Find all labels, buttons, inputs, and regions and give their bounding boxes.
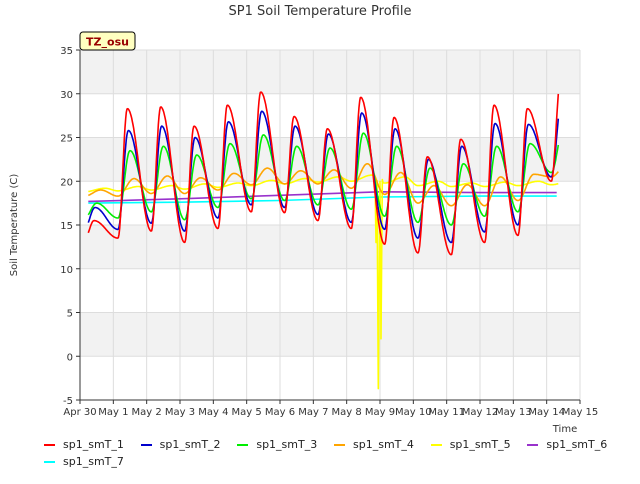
legend-label: sp1_smT_3: [256, 438, 318, 451]
legend-item-sp1_smT_5: sp1_smT_5: [430, 438, 528, 451]
background-band: [80, 50, 580, 94]
legend-swatch: [44, 460, 55, 463]
legend-label: sp1_smT_6: [546, 438, 608, 451]
x-tick-label: May 13: [495, 407, 532, 418]
background-band: [80, 312, 580, 357]
legend-item-sp1_smT_2: sp1_smT_2: [140, 438, 238, 451]
legend-row: sp1_smT_7: [44, 453, 624, 470]
x-tick-label: May 12: [462, 407, 499, 418]
legend-swatch: [237, 443, 249, 446]
x-tick-label: May 2: [132, 407, 162, 418]
x-tick-label: May 14: [528, 407, 565, 418]
y-axis-label: Soil Temperature (C): [9, 174, 20, 277]
legend-item-sp1_smT_7: sp1_smT_7: [44, 455, 147, 468]
y-tick-label: -5: [63, 396, 73, 407]
x-tick-label: May 4: [198, 407, 228, 418]
x-tick-label: May 1: [98, 407, 128, 418]
legend-swatch: [527, 443, 539, 446]
x-tick-label: May 5: [232, 407, 262, 418]
y-tick-label: 5: [67, 309, 73, 320]
y-tick-label: 30: [60, 90, 73, 101]
background-band: [80, 225, 580, 269]
series-line-sp1_smT_1: [87, 91, 560, 256]
legend-item-sp1_smT_4: sp1_smT_4: [334, 438, 431, 451]
x-tick-label: May 11: [428, 407, 465, 418]
site-label-box: TZ_osu: [79, 31, 136, 51]
chart-title: SP1 Soil Temperature Profile: [229, 4, 412, 19]
legend-label: sp1_smT_1: [63, 438, 124, 451]
x-tick-label: May 9: [365, 407, 395, 418]
x-tick-label: May 10: [395, 407, 432, 418]
y-tick-label: 35: [60, 46, 73, 57]
x-tick-label: May 7: [298, 407, 328, 418]
series-line-sp1_smT_7: [88, 195, 557, 204]
y-tick-label: 10: [60, 265, 73, 276]
legend-item-sp1_smT_1: sp1_smT_1: [44, 438, 141, 451]
legend-label: sp1_smT_2: [159, 438, 221, 451]
site-label: TZ_osu: [86, 36, 129, 49]
legend-label: sp1_smT_4: [353, 438, 414, 451]
x-tick-label: May 15: [562, 407, 599, 418]
y-tick-label: 0: [67, 352, 73, 363]
y-tick-label: 20: [60, 177, 73, 188]
legend-swatch: [44, 443, 55, 446]
x-tick-label: May 8: [332, 407, 362, 418]
legend-label: sp1_smT_5: [449, 438, 511, 451]
legend: sp1_smT_1 sp1_smT_2 sp1_smT_3 sp1_smT_4 sp1_…: [44, 436, 624, 470]
legend-item-sp1_smT_3: sp1_smT_3: [237, 438, 334, 451]
background-bands: [80, 50, 580, 357]
x-tick-label: May 6: [265, 407, 295, 418]
legend-label: sp1_smT_7: [63, 455, 124, 468]
background-band: [80, 137, 580, 182]
legend-swatch: [140, 443, 152, 446]
series-lines: [87, 91, 560, 390]
x-tick-label: May 3: [165, 407, 195, 418]
legend-row: sp1_smT_1 sp1_smT_2 sp1_smT_3 sp1_smT_4 sp1_…: [44, 436, 624, 453]
legend-swatch: [430, 443, 442, 446]
legend-item-sp1_smT_6: sp1_smT_6: [527, 438, 624, 451]
x-tick-label: Apr 30: [63, 407, 96, 418]
x-axis-label: Time: [552, 424, 577, 435]
legend-swatch: [334, 443, 346, 446]
y-tick-label: 25: [60, 134, 73, 145]
y-tick-label: 15: [60, 221, 73, 232]
